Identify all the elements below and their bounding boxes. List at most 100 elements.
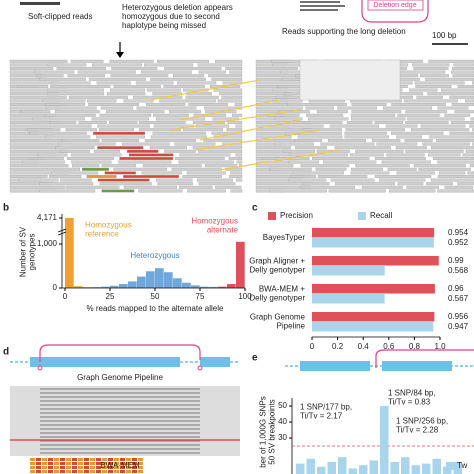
read bbox=[255, 164, 294, 168]
read bbox=[97, 146, 144, 150]
bar bbox=[312, 294, 385, 304]
read bbox=[272, 99, 303, 103]
x-tick-label: 1.0 bbox=[434, 342, 446, 351]
read bbox=[255, 81, 307, 85]
read bbox=[78, 470, 83, 473]
bin bbox=[74, 286, 83, 288]
read bbox=[99, 182, 152, 186]
read bbox=[438, 171, 466, 175]
bin bbox=[92, 287, 101, 288]
read bbox=[48, 466, 53, 469]
read bbox=[135, 81, 174, 85]
read bbox=[118, 160, 172, 164]
read bbox=[96, 462, 101, 465]
ggp-label: Graph Genome Pipeline bbox=[77, 373, 163, 382]
read bbox=[169, 110, 201, 114]
bar bbox=[312, 238, 434, 248]
read bbox=[385, 124, 418, 128]
read-icons bbox=[300, 1, 345, 11]
bar bbox=[312, 256, 439, 266]
read bbox=[55, 146, 95, 150]
alignment-lines bbox=[10, 388, 240, 473]
bar bbox=[411, 465, 420, 474]
read bbox=[138, 462, 143, 465]
read bbox=[54, 470, 59, 473]
read bbox=[109, 59, 154, 63]
bar bbox=[443, 466, 452, 474]
read bbox=[437, 189, 474, 193]
read bbox=[102, 466, 107, 469]
read bbox=[9, 67, 54, 70]
read bbox=[87, 99, 117, 103]
x-tick-label: 0.8 bbox=[409, 342, 421, 351]
scale-label: 100 bp bbox=[432, 31, 457, 40]
read bbox=[29, 157, 64, 160]
y-label: Number of SVgenotypes bbox=[19, 226, 37, 277]
value-label: 0.947 bbox=[448, 322, 469, 331]
connector bbox=[149, 79, 301, 131]
read bbox=[183, 128, 223, 132]
read bbox=[375, 157, 426, 160]
read bbox=[42, 470, 47, 473]
read bbox=[9, 185, 65, 189]
gap bbox=[299, 59, 401, 101]
read bbox=[320, 142, 375, 146]
legend-label: Precision bbox=[280, 211, 313, 220]
read bbox=[68, 95, 129, 99]
read bbox=[32, 117, 85, 121]
read bbox=[287, 103, 347, 106]
read bbox=[235, 178, 243, 182]
read bbox=[391, 103, 446, 106]
read bbox=[164, 67, 222, 70]
read bbox=[351, 103, 387, 106]
read bbox=[66, 157, 114, 160]
read bbox=[9, 149, 68, 153]
read bbox=[182, 175, 222, 178]
read bbox=[9, 124, 52, 128]
read bbox=[138, 458, 143, 461]
read bbox=[300, 185, 355, 189]
read bbox=[344, 135, 390, 139]
read bbox=[215, 59, 243, 63]
read bbox=[274, 117, 303, 121]
read bbox=[449, 131, 474, 135]
deletion-arc bbox=[361, 0, 429, 23]
read bbox=[444, 185, 473, 189]
panel-label: b bbox=[3, 203, 9, 214]
bar bbox=[338, 457, 347, 474]
read bbox=[36, 458, 41, 461]
read bbox=[143, 63, 194, 67]
read bbox=[96, 470, 101, 473]
read bbox=[177, 81, 217, 85]
bin bbox=[128, 281, 137, 288]
read bbox=[110, 88, 146, 92]
read bbox=[47, 92, 104, 96]
read bbox=[139, 121, 186, 124]
read bbox=[418, 167, 471, 171]
bin bbox=[164, 272, 173, 288]
read bbox=[60, 470, 65, 473]
read bbox=[413, 67, 449, 70]
read bbox=[101, 164, 136, 168]
value-label: 0.956 bbox=[448, 312, 469, 321]
read bbox=[288, 178, 327, 182]
read bbox=[46, 167, 81, 171]
read bbox=[236, 160, 243, 164]
read bbox=[42, 462, 47, 465]
read bbox=[17, 85, 49, 88]
read bbox=[48, 470, 53, 473]
read bbox=[54, 462, 59, 465]
read bbox=[9, 164, 69, 168]
read bbox=[163, 85, 205, 88]
value-label: 0.568 bbox=[448, 266, 469, 275]
x-tick-label: 75 bbox=[196, 292, 205, 301]
exon bbox=[200, 357, 230, 367]
read bbox=[157, 182, 193, 186]
read bbox=[436, 139, 474, 142]
read bbox=[297, 135, 343, 139]
read bbox=[172, 74, 205, 78]
read bbox=[30, 462, 35, 465]
read bbox=[144, 139, 196, 142]
read bbox=[128, 153, 174, 157]
read bbox=[123, 99, 154, 103]
